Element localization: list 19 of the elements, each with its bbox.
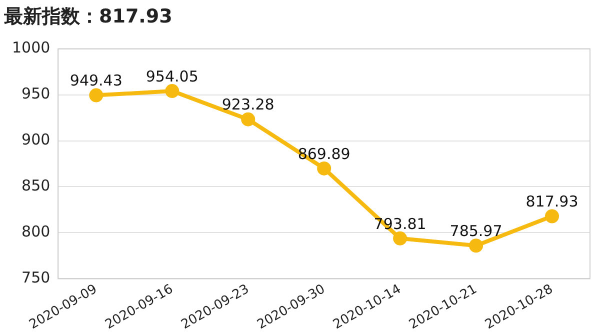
point <box>545 209 560 224</box>
data-label: 923.28 <box>222 96 274 114</box>
point <box>241 112 256 126</box>
data-label: 817.93 <box>526 192 578 211</box>
data-label: 785.97 <box>450 222 502 240</box>
y-tick-label: 950 <box>22 84 50 103</box>
point <box>393 231 408 246</box>
y-tick-label: 800 <box>22 222 50 241</box>
y-tick-label: 1000 <box>12 38 50 57</box>
y-tick-label: 750 <box>22 268 50 287</box>
y-tick-label: 850 <box>22 176 50 195</box>
point <box>165 84 180 98</box>
data-label: 949.43 <box>70 72 122 90</box>
data-label: 954.05 <box>146 67 198 86</box>
point <box>89 88 104 102</box>
point <box>469 238 484 253</box>
point <box>317 161 332 176</box>
chart-title: 最新指数：817.93 <box>3 5 172 28</box>
y-tick-label: 900 <box>22 130 50 149</box>
